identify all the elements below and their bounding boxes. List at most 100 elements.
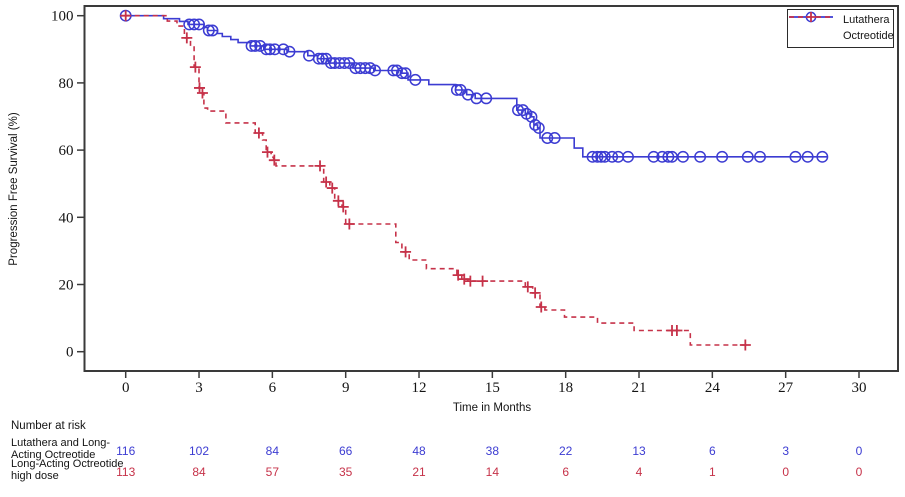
risk-value: 0 — [855, 464, 863, 479]
y-tick-label: 60 — [59, 143, 74, 159]
octreotide-censor-mark — [332, 195, 344, 207]
risk-value: 66 — [339, 444, 353, 458]
lutathera-censor-mark — [193, 18, 205, 31]
octreotide-censor-mark — [529, 287, 541, 299]
legend: Lutathera Octreotide — [787, 9, 894, 48]
lutathera-curve — [125, 14, 828, 158]
octreotide-censor-mark — [535, 301, 547, 313]
legend-item-octreotide: Octreotide — [789, 12, 894, 44]
lutathera-censor-mark — [591, 150, 604, 163]
x-tick-label: 21 — [632, 380, 647, 396]
octreotide-censor-mark — [671, 325, 683, 337]
lutathera-censor-mark — [387, 64, 400, 77]
lutathera-censor-mark — [188, 18, 201, 31]
lutathera-censor-mark — [606, 150, 619, 163]
y-tick-label: 0 — [66, 345, 74, 361]
risk-value: 6 — [708, 444, 716, 458]
x-tick-label: 6 — [269, 380, 277, 396]
risk-value: 1 — [708, 464, 716, 479]
octreotide-censor-mark — [194, 82, 206, 94]
risk-value: 0 — [782, 464, 789, 479]
lutathera-censor-mark — [325, 57, 337, 70]
lutathera-censor-mark — [245, 39, 258, 52]
lutathera-censor-mark — [338, 57, 351, 70]
lutathera-censor-mark — [541, 132, 554, 144]
x-tick-label: 0 — [122, 380, 130, 396]
octreotide-censor-mark — [189, 61, 201, 73]
lutathera-censor-mark — [716, 150, 729, 163]
x-tick-label: 9 — [342, 380, 350, 396]
octreotide-censor-mark — [268, 154, 280, 166]
risk-row-label-octreotide: Long-Acting Octreotide high dose — [11, 458, 124, 482]
lutathera-censor-mark — [741, 150, 754, 163]
lutathera-censor-mark — [598, 150, 611, 163]
lutathera-censor-mark — [480, 92, 493, 105]
lutathera-censor-mark — [206, 24, 219, 37]
octreotide-censor-mark — [253, 127, 265, 139]
risk-value: 13 — [632, 444, 646, 458]
risk-value: 48 — [412, 444, 426, 458]
risk-row-label-line: Lutathera and Long- — [11, 437, 111, 449]
lutathera-censor-mark — [548, 132, 561, 144]
lutathera-censor-mark — [529, 118, 542, 131]
lutathera-censor-mark — [399, 67, 412, 80]
octreotide-censor-mark — [337, 201, 349, 213]
lutathera-censor-mark — [694, 150, 707, 163]
lutathera-censor-mark — [532, 121, 545, 134]
y-axis-label: Progression Free Survival (%) — [8, 112, 20, 266]
lutathera-censor-mark — [586, 150, 599, 163]
x-tick-label: 12 — [412, 380, 427, 396]
lutathera-censor-mark — [754, 150, 766, 163]
octreotide-censor-mark — [343, 218, 355, 230]
lutathera-censor-mark — [268, 43, 281, 56]
octreotide-censor-mark — [477, 275, 489, 287]
risk-value: 4 — [635, 464, 643, 479]
lutathera-censor-mark — [249, 39, 262, 52]
risk-value: 14 — [485, 464, 500, 479]
octreotide-censor-mark — [181, 32, 193, 44]
legend-label-lutathera: Lutathera — [843, 14, 890, 26]
lutathera-censor-mark — [647, 150, 660, 163]
risk-value: 22 — [558, 444, 573, 458]
octreotide-censor-mark — [326, 182, 338, 194]
octreotide-censor-mark — [196, 87, 208, 99]
octreotide-censor-mark — [458, 273, 470, 285]
risk-value: 0 — [855, 444, 863, 458]
risk-value: 84 — [192, 464, 206, 479]
octreotide-censor-mark — [739, 339, 751, 351]
octreotide-censor-mark — [261, 146, 273, 158]
octreotide-censor-mark — [464, 275, 476, 287]
lutathera-censor-mark — [789, 150, 802, 163]
lutathera-censor-mark — [283, 45, 296, 58]
lutathera-censor-mark — [450, 84, 463, 96]
risk-value: 113 — [116, 464, 136, 479]
y-tick-label: 20 — [59, 278, 74, 294]
lutathera-censor-mark — [677, 150, 689, 163]
lutathera-censor-mark — [277, 43, 290, 56]
lutathera-censor-mark — [395, 67, 408, 80]
legend-label-octreotide: Octreotide — [843, 30, 894, 42]
x-tick-label: 27 — [778, 380, 794, 396]
plot-frame — [83, 5, 899, 372]
risk-value: 102 — [189, 444, 210, 458]
risk-row-label-line: Long-Acting Octreotide — [11, 458, 124, 470]
octreotide-censor-mark — [522, 281, 534, 293]
x-tick-label: 3 — [195, 380, 203, 396]
lutathera-censor-mark — [369, 64, 381, 77]
x-tick-label: 18 — [558, 380, 573, 396]
risk-value: 3 — [782, 444, 789, 458]
y-tick-label: 80 — [59, 76, 74, 92]
risk-value: 6 — [562, 464, 570, 479]
lutathera-censor-mark — [662, 150, 675, 163]
lutathera-censor-mark — [816, 150, 829, 163]
octreotide-censor-mark — [314, 160, 326, 172]
lutathera-censor-mark — [263, 43, 276, 56]
lutathera-censor-mark — [516, 104, 529, 117]
octreotide-censor-mark — [400, 246, 412, 258]
octreotide-curve — [125, 14, 747, 346]
risk-value: 84 — [265, 444, 280, 458]
risk-value: 35 — [339, 464, 353, 479]
risk-row-label-lutathera: Lutathera and Long- Acting Octreotide — [11, 437, 111, 461]
octreotide-censor-mark — [120, 10, 132, 22]
